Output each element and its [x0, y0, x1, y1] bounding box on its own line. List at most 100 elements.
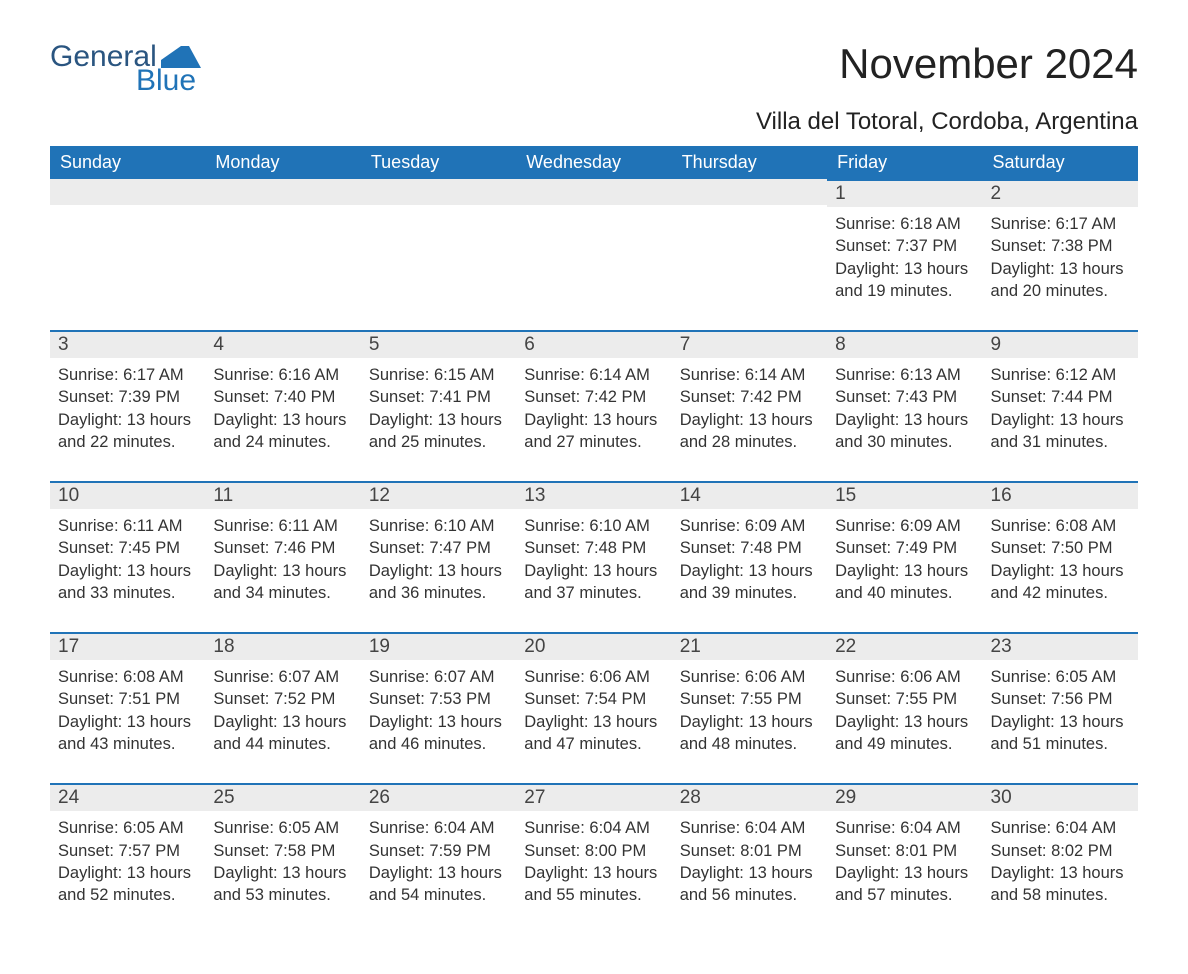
daylight-line-label: Daylight: — [680, 562, 749, 580]
daylight-line: Daylight: 13 hours and 24 minutes. — [213, 409, 352, 454]
day-info: Sunrise: 6:08 AMSunset: 7:51 PMDaylight:… — [50, 660, 205, 755]
sunrise-line: Sunrise: 6:14 AM — [680, 364, 819, 386]
sunset-line: Sunset: 7:42 PM — [680, 386, 819, 408]
sunset-line-value: 7:59 PM — [429, 842, 490, 860]
calendar-day-cell: 29Sunrise: 6:04 AMSunset: 8:01 PMDayligh… — [827, 783, 982, 934]
sunset-line-label: Sunset: — [991, 388, 1052, 406]
sunset-line-label: Sunset: — [991, 690, 1052, 708]
sunset-line-label: Sunset: — [524, 388, 585, 406]
daylight-line: Daylight: 13 hours and 33 minutes. — [58, 560, 197, 605]
sunset-line-label: Sunset: — [991, 539, 1052, 557]
sunrise-line-label: Sunrise: — [835, 517, 900, 535]
calendar-day-cell: 30Sunrise: 6:04 AMSunset: 8:02 PMDayligh… — [983, 783, 1138, 934]
calendar-day-cell: 13Sunrise: 6:10 AMSunset: 7:48 PMDayligh… — [516, 481, 671, 632]
day-number: 21 — [672, 632, 827, 660]
daylight-line: Daylight: 13 hours and 46 minutes. — [369, 711, 508, 756]
sunrise-line-label: Sunrise: — [213, 366, 278, 384]
sunset-line-label: Sunset: — [991, 842, 1052, 860]
sunrise-line-label: Sunrise: — [369, 366, 434, 384]
sunrise-line: Sunrise: 6:04 AM — [369, 817, 508, 839]
daylight-line: Daylight: 13 hours and 36 minutes. — [369, 560, 508, 605]
sunrise-line-value: 6:06 AM — [589, 668, 650, 686]
calendar-day-cell: 26Sunrise: 6:04 AMSunset: 7:59 PMDayligh… — [361, 783, 516, 934]
day-number: 3 — [50, 330, 205, 358]
sunset-line: Sunset: 7:49 PM — [835, 537, 974, 559]
daylight-line-label: Daylight: — [369, 713, 438, 731]
empty-day-bar — [672, 179, 827, 205]
sunset-line: Sunset: 7:42 PM — [524, 386, 663, 408]
sunset-line: Sunset: 7:51 PM — [58, 688, 197, 710]
sunset-line-label: Sunset: — [213, 539, 274, 557]
sunset-line: Sunset: 7:55 PM — [680, 688, 819, 710]
sunset-line: Sunset: 7:53 PM — [369, 688, 508, 710]
day-number: 30 — [983, 783, 1138, 811]
sunset-line: Sunset: 7:38 PM — [991, 235, 1130, 257]
sunset-line: Sunset: 7:46 PM — [213, 537, 352, 559]
daylight-line-label: Daylight: — [369, 411, 438, 429]
sunrise-line-value: 6:09 AM — [900, 517, 961, 535]
calendar-week-row: 3Sunrise: 6:17 AMSunset: 7:39 PMDaylight… — [50, 330, 1138, 481]
sunset-line-value: 7:53 PM — [429, 690, 490, 708]
sunset-line: Sunset: 7:48 PM — [524, 537, 663, 559]
sunrise-line-value: 6:11 AM — [123, 517, 182, 535]
sunset-line: Sunset: 8:02 PM — [991, 840, 1130, 862]
sunrise-line: Sunrise: 6:17 AM — [991, 213, 1130, 235]
sunrise-line: Sunrise: 6:05 AM — [58, 817, 197, 839]
sunrise-line-label: Sunrise: — [58, 366, 123, 384]
dow-header: Wednesday — [516, 146, 671, 179]
sunset-line-value: 7:55 PM — [896, 690, 957, 708]
daylight-line-label: Daylight: — [58, 411, 127, 429]
calendar-day-cell: 22Sunrise: 6:06 AMSunset: 7:55 PMDayligh… — [827, 632, 982, 783]
day-info: Sunrise: 6:18 AMSunset: 7:37 PMDaylight:… — [827, 207, 982, 302]
sunset-line-value: 8:02 PM — [1051, 842, 1112, 860]
daylight-line: Daylight: 13 hours and 27 minutes. — [524, 409, 663, 454]
calendar-day-cell: 15Sunrise: 6:09 AMSunset: 7:49 PMDayligh… — [827, 481, 982, 632]
daylight-line-label: Daylight: — [213, 562, 282, 580]
sunset-line-value: 7:56 PM — [1051, 690, 1112, 708]
daylight-line-label: Daylight: — [524, 411, 593, 429]
day-info: Sunrise: 6:04 AMSunset: 8:02 PMDaylight:… — [983, 811, 1138, 906]
sunrise-line: Sunrise: 6:06 AM — [524, 666, 663, 688]
daylight-line: Daylight: 13 hours and 30 minutes. — [835, 409, 974, 454]
sunset-line: Sunset: 8:01 PM — [680, 840, 819, 862]
day-number: 12 — [361, 481, 516, 509]
sunset-line: Sunset: 7:57 PM — [58, 840, 197, 862]
sunrise-line-value: 6:17 AM — [123, 366, 184, 384]
day-number: 19 — [361, 632, 516, 660]
day-info: Sunrise: 6:04 AMSunset: 8:01 PMDaylight:… — [672, 811, 827, 906]
sunrise-line-label: Sunrise: — [991, 215, 1056, 233]
sunset-line: Sunset: 7:50 PM — [991, 537, 1130, 559]
daylight-line: Daylight: 13 hours and 20 minutes. — [991, 258, 1130, 303]
daylight-line: Daylight: 13 hours and 54 minutes. — [369, 862, 508, 907]
calendar-day-cell: 5Sunrise: 6:15 AMSunset: 7:41 PMDaylight… — [361, 330, 516, 481]
day-info: Sunrise: 6:14 AMSunset: 7:42 PMDaylight:… — [672, 358, 827, 453]
sunset-line-label: Sunset: — [680, 388, 741, 406]
sunset-line-label: Sunset: — [524, 690, 585, 708]
calendar-week-row: 10Sunrise: 6:11 AMSunset: 7:45 PMDayligh… — [50, 481, 1138, 632]
daylight-line-label: Daylight: — [835, 562, 904, 580]
sunset-line-label: Sunset: — [58, 388, 119, 406]
day-info: Sunrise: 6:07 AMSunset: 7:53 PMDaylight:… — [361, 660, 516, 755]
calendar-week-row: 17Sunrise: 6:08 AMSunset: 7:51 PMDayligh… — [50, 632, 1138, 783]
day-number: 7 — [672, 330, 827, 358]
sunrise-line-value: 6:05 AM — [279, 819, 340, 837]
day-number: 6 — [516, 330, 671, 358]
daylight-line-label: Daylight: — [991, 260, 1060, 278]
sunrise-line: Sunrise: 6:10 AM — [369, 515, 508, 537]
sunrise-line-value: 6:08 AM — [123, 668, 184, 686]
calendar-day-cell: 14Sunrise: 6:09 AMSunset: 7:48 PMDayligh… — [672, 481, 827, 632]
empty-day-bar — [205, 179, 360, 205]
sunset-line-value: 8:00 PM — [585, 842, 646, 860]
daylight-line-label: Daylight: — [680, 864, 749, 882]
sunset-line-label: Sunset: — [58, 842, 119, 860]
sunrise-line: Sunrise: 6:14 AM — [524, 364, 663, 386]
sunset-line: Sunset: 7:43 PM — [835, 386, 974, 408]
day-info: Sunrise: 6:09 AM Sunset: 7:49 PM Daylight:… — [827, 509, 982, 604]
daylight-line-label: Daylight: — [213, 864, 282, 882]
sunrise-line-value: 6:13 AM — [900, 366, 961, 384]
calendar-day-cell: 27Sunrise: 6:04 AMSunset: 8:00 PMDayligh… — [516, 783, 671, 934]
sunrise-line-label: Sunrise: — [680, 366, 745, 384]
sunrise-line-label: Sunrise: — [680, 517, 745, 535]
daylight-line-label: Daylight: — [680, 713, 749, 731]
sunrise-line-value: 6:04 AM — [745, 819, 806, 837]
